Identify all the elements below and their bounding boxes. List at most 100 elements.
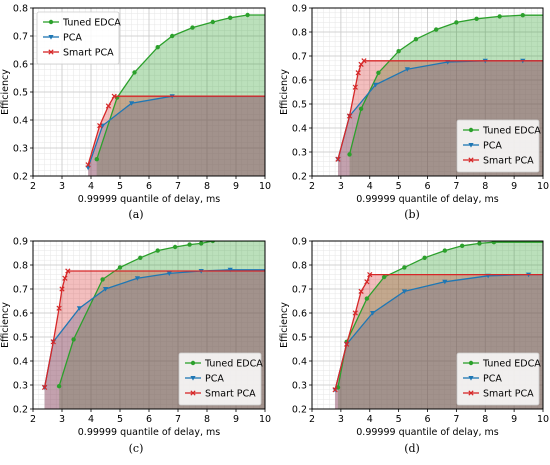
point-pca xyxy=(134,276,140,281)
point-tuned-edca xyxy=(477,241,482,246)
point-pca xyxy=(166,271,172,276)
y-axis-label: Efficiency xyxy=(279,302,290,348)
legend: Tuned EDCA PCA Smart PCA xyxy=(456,119,541,173)
x-tick-label: 8 xyxy=(482,181,488,192)
x-tick-label: 10 xyxy=(259,414,271,425)
y-tick-label: 0.8 xyxy=(292,260,307,271)
point-smart-pca xyxy=(97,122,103,129)
x-tick-label: 8 xyxy=(204,181,210,192)
point-tuned-edca xyxy=(155,45,160,50)
legend-box xyxy=(456,119,540,173)
legend-label-tuned-edca: Tuned EDCA xyxy=(62,17,121,28)
point-tuned-edca xyxy=(402,265,407,270)
x-tick-label: 5 xyxy=(117,414,123,425)
point-tuned-edca xyxy=(187,242,192,247)
x-tick-label: 9 xyxy=(511,181,517,192)
y-tick-label: 0.8 xyxy=(13,3,28,14)
y-tick-label: 0.4 xyxy=(292,356,307,367)
point-smart-pca xyxy=(105,103,112,109)
y-tick-label: 0.5 xyxy=(292,99,307,110)
x-tick-label: 7 xyxy=(175,414,181,425)
point-tuned-edca xyxy=(155,248,160,253)
x-tick-label: 4 xyxy=(367,414,373,425)
point-tuned-edca xyxy=(364,296,370,301)
legend-marker-smart-pca xyxy=(48,49,54,55)
y-tick-label: 0.7 xyxy=(13,31,28,42)
point-smart-pca xyxy=(56,305,62,311)
x-axis-label: 0.99999 quantile of delay, ms xyxy=(78,427,220,438)
legend-label-pca: PCA xyxy=(483,373,502,384)
point-tuned-edca xyxy=(138,255,143,260)
point-tuned-edca xyxy=(376,70,381,76)
chart-panel-d: 2 3 4 5 6 7 8 9 10 0.2 0.3 0.4 0.5 0.6 0.7 0.8 0.9 0.9999… xyxy=(279,236,549,455)
point-tuned-edca xyxy=(358,106,364,112)
y-tick-label: 0.2 xyxy=(292,171,307,182)
point-tuned-edca xyxy=(190,25,195,30)
point-smart-pca xyxy=(85,162,91,168)
legend-label-tuned-edca: Tuned EDCA xyxy=(482,358,541,369)
point-tuned-edca xyxy=(210,241,215,244)
point-pca xyxy=(404,67,410,72)
x-tick-label: 2 xyxy=(30,414,36,425)
point-smart-pca xyxy=(344,341,350,347)
legend-marker-tuned-edca xyxy=(190,360,196,366)
y-tick-label: 0.4 xyxy=(13,115,28,126)
y-tick-label: 0.7 xyxy=(292,284,307,295)
x-tick-label: 2 xyxy=(309,414,315,425)
legend-label-tuned-edca: Tuned EDCA xyxy=(204,358,263,369)
point-smart-pca xyxy=(335,156,341,162)
point-smart-pca xyxy=(355,70,361,76)
x-tick-label: 7 xyxy=(453,181,459,192)
point-smart-pca xyxy=(364,279,370,285)
point-smart-pca xyxy=(346,113,353,119)
point-tuned-edca xyxy=(132,70,137,75)
y-tick-label: 0.6 xyxy=(13,308,28,319)
y-tick-label: 0.3 xyxy=(13,380,28,391)
point-tuned-edca xyxy=(228,15,233,20)
area-tuned-edca xyxy=(96,15,265,176)
point-tuned-edca xyxy=(433,27,439,32)
legend-label-smart-pca: Smart PCA xyxy=(63,47,114,58)
x-axis-label: 0.99999 quantile of delay, ms xyxy=(78,194,220,205)
point-smart-pca xyxy=(352,310,358,316)
y-tick-label: 0.3 xyxy=(13,143,28,154)
point-tuned-edca xyxy=(56,384,62,389)
point-tuned-edca xyxy=(117,265,123,270)
point-tuned-edca xyxy=(422,255,427,260)
point-smart-pca xyxy=(41,384,48,391)
point-pca xyxy=(129,101,135,106)
legend: Tuned EDCA PCA Smart PCA xyxy=(36,11,121,65)
y-tick-label: 0.8 xyxy=(13,260,28,271)
y-tick-label: 0.6 xyxy=(13,59,28,70)
line-tuned-edca xyxy=(96,14,265,160)
legend-marker-pca xyxy=(190,376,196,381)
point-smart-pca xyxy=(65,268,71,274)
x-tick-label: 10 xyxy=(259,181,271,192)
y-tick-label: 0.3 xyxy=(292,380,307,391)
x-tick-label: 10 xyxy=(537,414,549,425)
legend-label-pca: PCA xyxy=(205,373,224,384)
x-tick-label: 4 xyxy=(88,414,94,425)
y-tick-label: 0.6 xyxy=(292,308,307,319)
legend-marker-smart-pca xyxy=(468,157,474,163)
point-smart-pca xyxy=(367,271,373,278)
x-tick-label: 5 xyxy=(396,181,402,192)
y-tick-label: 0.9 xyxy=(13,236,28,247)
point-smart-pca xyxy=(332,387,338,393)
point-smart-pca xyxy=(50,339,56,345)
point-tuned-edca xyxy=(497,14,502,19)
point-tuned-edca xyxy=(347,152,352,157)
y-axis-label: Efficiency xyxy=(279,69,290,115)
point-tuned-edca xyxy=(442,248,448,253)
chart-panel-a: 2 3 4 5 6 7 8 9 10 0.2 0.3 0.4 0.5 0.6 0.7 0.8 0.99999 q… xyxy=(0,3,271,221)
point-pca xyxy=(401,289,407,294)
y-axis-label: Efficiency xyxy=(0,302,11,348)
point-pca xyxy=(102,287,109,292)
point-tuned-edca xyxy=(170,33,175,39)
legend: Tuned EDCA PCA Smart PCA xyxy=(456,352,541,406)
point-pca xyxy=(227,267,233,273)
x-tick-label: 7 xyxy=(175,181,181,192)
x-tick-label: 6 xyxy=(424,181,430,192)
x-tick-label: 5 xyxy=(396,414,402,425)
point-pca xyxy=(372,82,379,88)
